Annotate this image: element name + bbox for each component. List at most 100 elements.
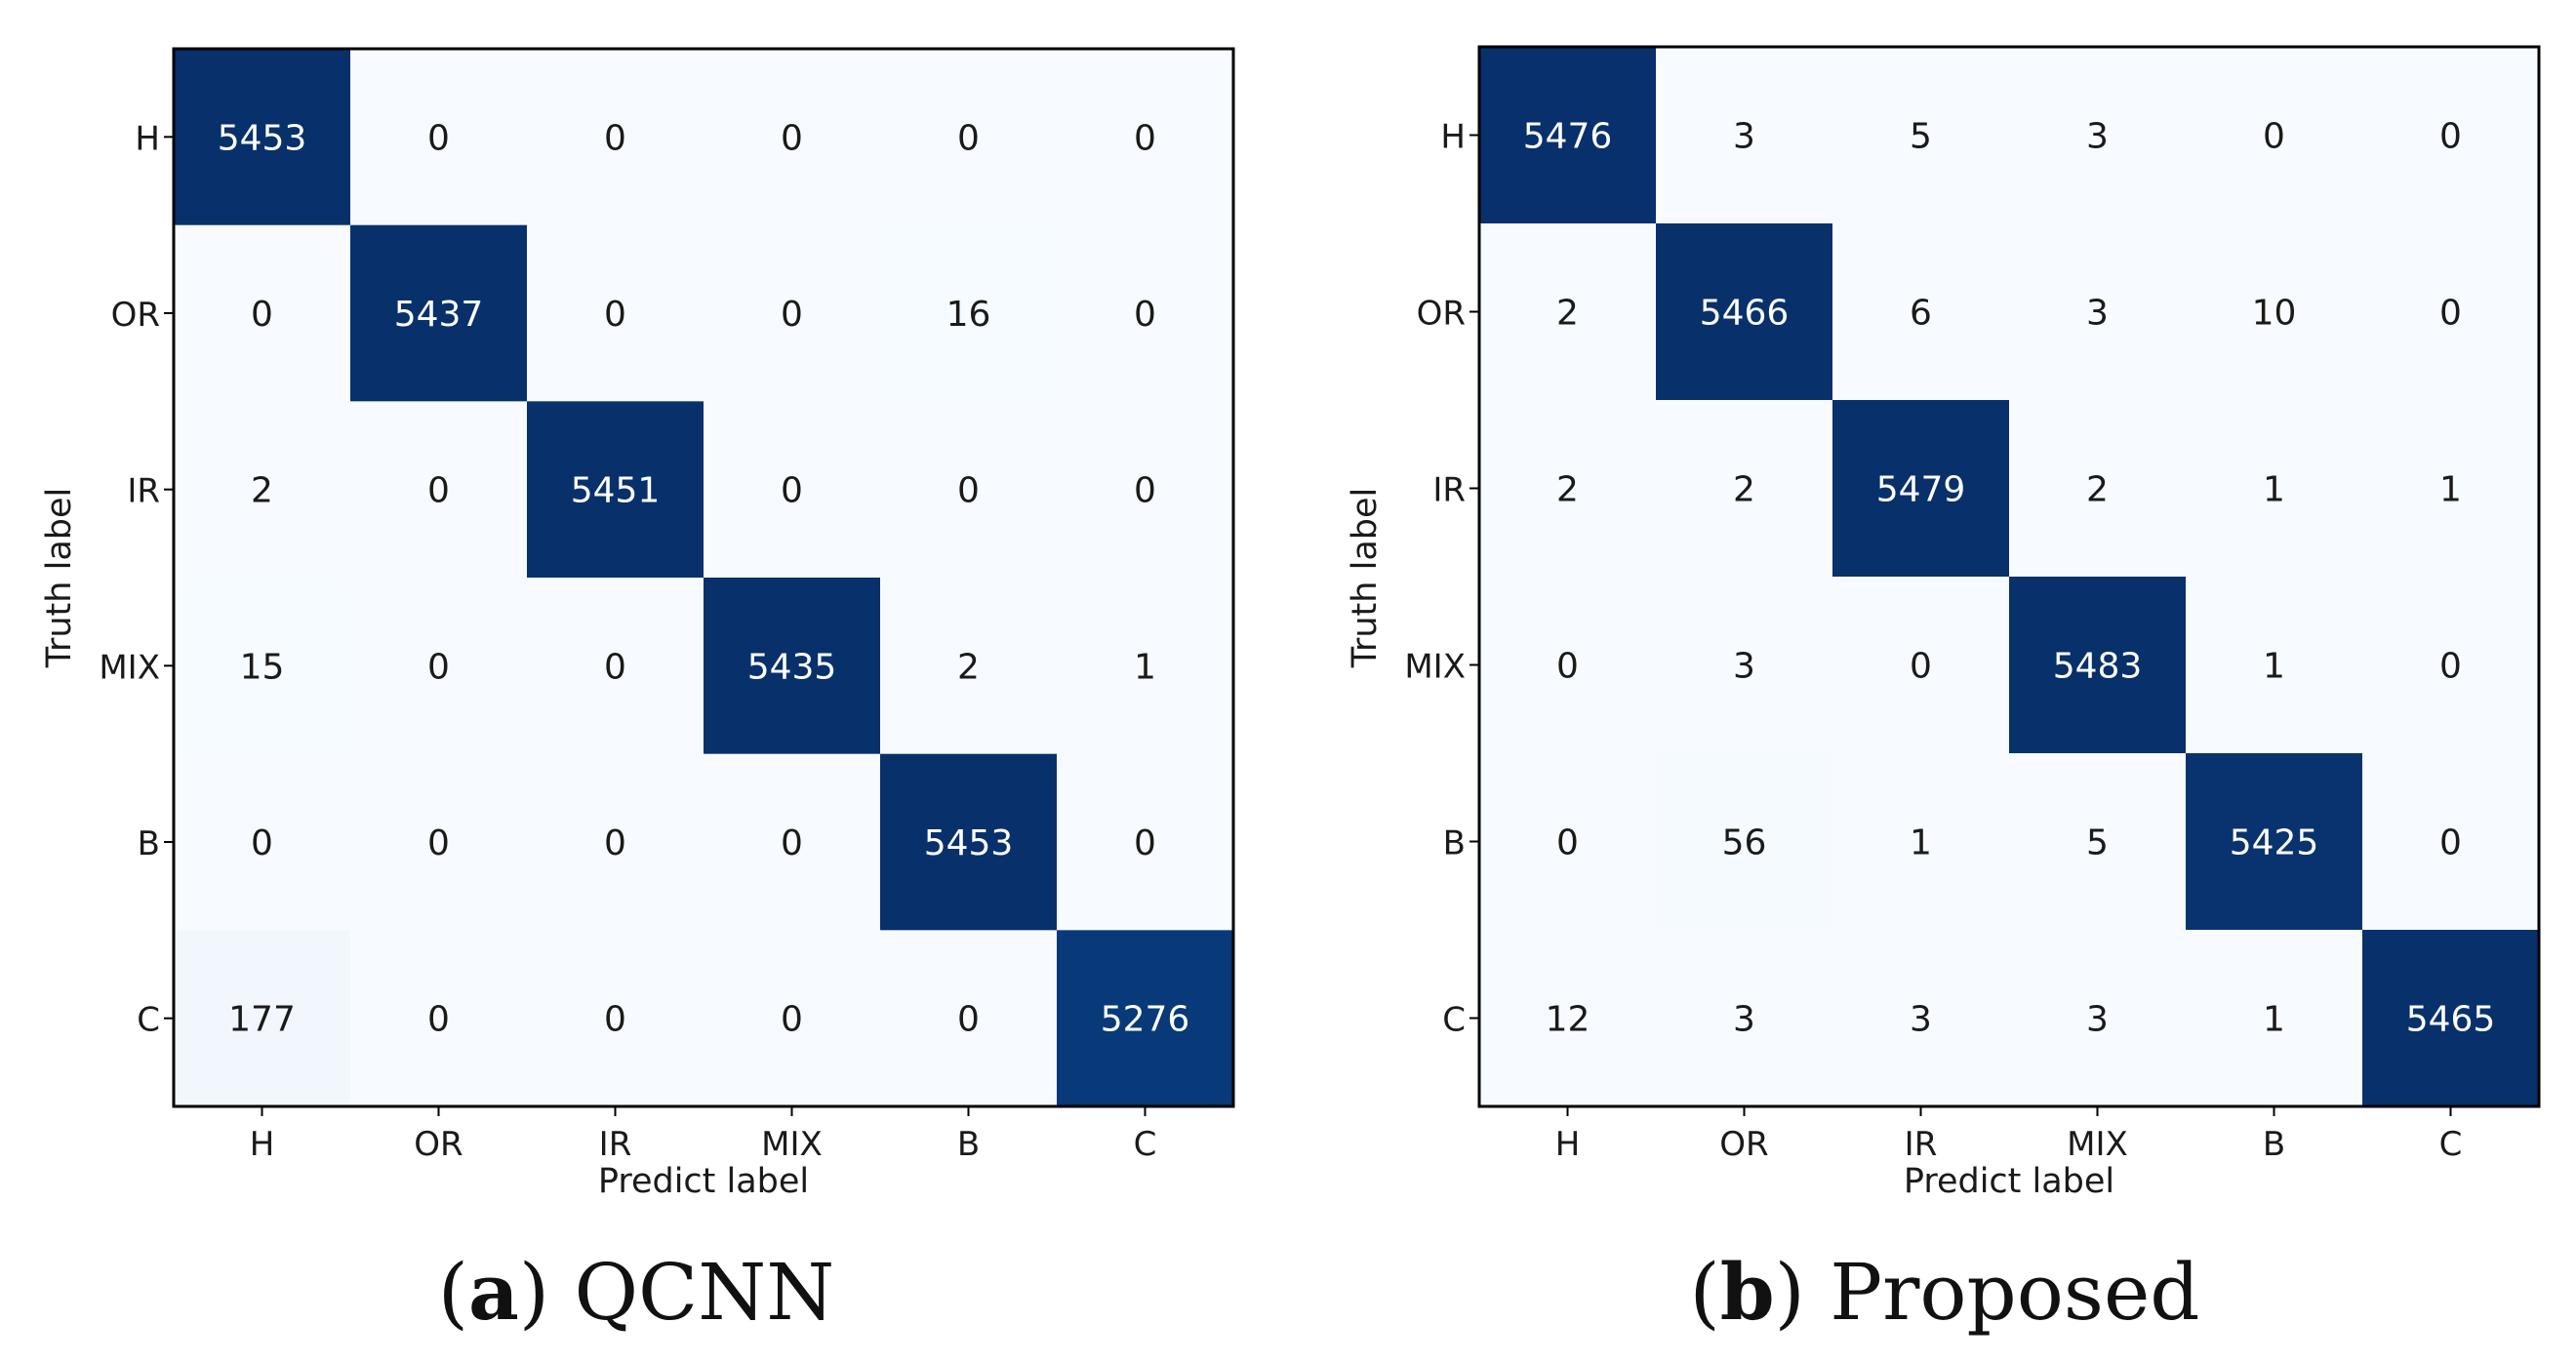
matrix-cell-r4-c0	[174, 753, 351, 931]
cell-value-label: 2	[1556, 294, 1579, 334]
matrix-cell-r5-c0	[1479, 930, 1657, 1107]
cell-value-label: 1	[1134, 647, 1156, 687]
cell-value-label: 0	[781, 118, 803, 158]
cell-value-label: 5466	[1700, 294, 1790, 334]
matrix-cell-r4-c2	[1832, 753, 2010, 931]
y-tick-label: H	[135, 119, 160, 158]
matrix-cell-r5-c5	[2362, 930, 2540, 1107]
cell-value-label: 1	[2439, 470, 2462, 510]
cell-value-label: 0	[1556, 823, 1579, 863]
y-axis-label: Truth label	[1346, 488, 1385, 669]
y-tick-label: C	[1442, 1001, 1466, 1040]
x-tick-label: B	[2263, 1125, 2285, 1164]
cell-value-label: 2	[2086, 470, 2109, 510]
y-tick-label: C	[137, 1001, 160, 1040]
panel-caption-proposed: (b) Proposed	[1689, 1246, 2199, 1338]
cell-value-label: 1	[2263, 1000, 2285, 1040]
y-tick-label: B	[1443, 824, 1466, 863]
cell-value-label: 0	[957, 1000, 980, 1040]
x-tick-label: MIX	[761, 1125, 823, 1164]
x-tick-label: OR	[414, 1125, 463, 1164]
matrix-cell-r3-c4	[2186, 577, 2363, 754]
cell-value-label: 0	[1910, 647, 1932, 687]
matrix-cell-r2-c3	[2009, 400, 2187, 578]
cell-value-label: 0	[604, 647, 626, 687]
x-tick-label: C	[2439, 1125, 2463, 1164]
matrix-cell-r2-c0	[1479, 400, 1657, 578]
matrix-cell-r0-c1	[1656, 47, 1833, 224]
matrix-cell-r1-c2	[1832, 223, 2010, 401]
cell-value-label: 0	[1556, 647, 1579, 687]
cell-value-label: 1	[2263, 470, 2285, 510]
matrix-cell-r2-c4	[2186, 400, 2363, 578]
cell-value-label: 5276	[1101, 1000, 1190, 1040]
matrix-cell-r0-c3	[704, 49, 881, 226]
matrix-cell-r3-c1	[1656, 577, 1833, 754]
cell-value-label: 5476	[1523, 117, 1613, 157]
matrix-cell-r1-c0	[174, 224, 351, 402]
matrix-cell-r3-c2	[527, 578, 704, 755]
caption-letter-b: b	[1720, 1246, 1775, 1338]
caption-name-proposed: Proposed	[1830, 1247, 2199, 1338]
matrix-cell-r0-c4	[880, 49, 1058, 226]
matrix-cell-r0-c5	[1057, 49, 1234, 226]
confusion-matrix-proposed: 5476 3 5 3 0 02 5466 6 3 10 02 2 5479 2 1 10 3 0 5483 1 00 56…	[1346, 45, 2541, 1338]
matrix-cell-r5-c2	[1832, 930, 2010, 1107]
matrix-cell-r5-c3	[704, 930, 881, 1107]
cell-value-label: 5479	[1876, 470, 1966, 510]
cell-value-label: 5	[1910, 117, 1932, 157]
matrix-cell-r5-c5	[1057, 930, 1234, 1107]
cell-value-label: 5	[2086, 823, 2109, 863]
matrix-cell-r5-c1	[350, 930, 528, 1107]
cell-value-label: 5451	[571, 471, 661, 511]
cell-value-label: 2	[1556, 470, 1579, 510]
matrix-cell-r0-c3	[2009, 47, 2187, 224]
cell-value-label: 0	[427, 647, 450, 687]
cell-value-label: 0	[427, 471, 450, 511]
matrix-cell-r4-c0	[1479, 753, 1657, 931]
cell-value-label: 0	[1134, 823, 1156, 863]
y-tick-label: OR	[1417, 295, 1466, 334]
cell-value-label: 12	[1546, 1000, 1590, 1040]
cell-value-label: 0	[604, 1000, 626, 1040]
matrix-cell-r1-c2	[527, 224, 704, 402]
matrix-cell-r1-c3	[704, 224, 881, 402]
matrix-cell-r0-c5	[2362, 47, 2540, 224]
matrix-cell-r3-c4	[880, 578, 1058, 755]
matrix-cell-r3-c5	[2362, 577, 2540, 754]
cell-value-label: 0	[2263, 117, 2285, 157]
cell-value-label: 16	[946, 295, 991, 335]
x-tick-label: OR	[1719, 1125, 1768, 1164]
matrix-cell-r4-c2	[527, 753, 704, 931]
matrix-cell-r2-c2	[1832, 400, 2010, 578]
matrix-cell-r3-c3	[704, 578, 881, 755]
matrix-cell-r3-c5	[1057, 578, 1234, 755]
cell-value-label: 5435	[747, 647, 837, 687]
x-axis-label: Predict label	[598, 1162, 809, 1201]
matrix-cell-r2-c2	[527, 401, 704, 579]
cell-value-label: 3	[1910, 1000, 1932, 1040]
cell-value-label: 5425	[2230, 823, 2319, 863]
matrix-cell-r1-c5	[2362, 223, 2540, 401]
caption-name-qcnn: QCNN	[574, 1247, 834, 1338]
x-tick-label: H	[250, 1125, 275, 1164]
cell-value-label: 0	[251, 295, 273, 335]
x-tick-label: IR	[1905, 1125, 1938, 1164]
x-tick-label: IR	[599, 1125, 632, 1164]
cell-value-label: 0	[2439, 823, 2462, 863]
matrix-cell-r1-c1	[1656, 223, 1833, 401]
matrix-cell-r1-c1	[350, 224, 528, 402]
cell-value-label: 0	[604, 823, 626, 863]
matrix-cell-r5-c1	[1656, 930, 1833, 1107]
cell-value-label: 0	[604, 118, 626, 158]
x-tick-label: H	[1555, 1125, 1581, 1164]
cell-value-label: 0	[2439, 294, 2462, 334]
cell-value-label: 5453	[924, 823, 1014, 863]
cell-value-label: 0	[251, 823, 273, 863]
x-tick-label: B	[957, 1125, 980, 1164]
cell-value-label: 2	[251, 471, 273, 511]
matrix-cell-r4-c5	[1057, 753, 1234, 931]
cell-value-label: 0	[781, 1000, 803, 1040]
cell-value-label: 1	[1910, 823, 1932, 863]
matrix-cell-r4-c3	[2009, 753, 2187, 931]
